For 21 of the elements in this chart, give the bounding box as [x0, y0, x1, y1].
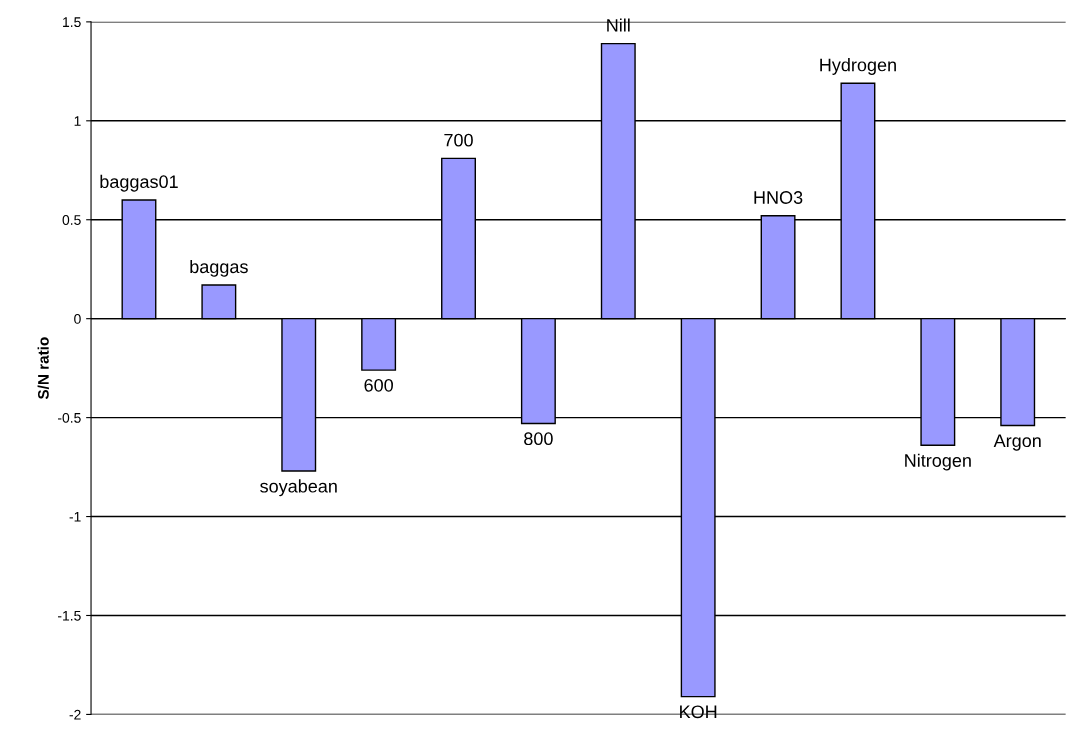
x-tick-label: 600: [364, 378, 393, 392]
x-tick-label: Nill: [607, 18, 630, 32]
y-tick-label: -2: [69, 709, 81, 720]
x-tick-label: KOH: [680, 705, 717, 719]
x-tick-label: baggas: [190, 259, 248, 277]
y-tick-label: -1: [69, 512, 81, 522]
x-tick-label: HNO3: [754, 191, 803, 204]
y-tick-label: 1: [74, 116, 81, 126]
x-tick-label: soyabean: [260, 479, 337, 497]
y-tick-label: -0.5: [58, 412, 81, 423]
x-tick-label: Argon: [993, 434, 1041, 451]
x-tick-label: baggas01: [100, 174, 178, 192]
y-tick-label: -1.5: [58, 610, 81, 621]
y-tick-label: 0.5: [62, 215, 81, 225]
y-axis-title: S/N ratio: [37, 337, 49, 400]
x-tick-label: 700: [444, 133, 473, 147]
y-tick-label: 0: [74, 314, 81, 324]
y-tick-label: 1.5: [63, 17, 81, 28]
x-tick-label: Hydrogen: [820, 58, 896, 75]
x-tick-label: Nitrogen: [905, 453, 971, 471]
x-tick-label: 800: [524, 432, 553, 446]
